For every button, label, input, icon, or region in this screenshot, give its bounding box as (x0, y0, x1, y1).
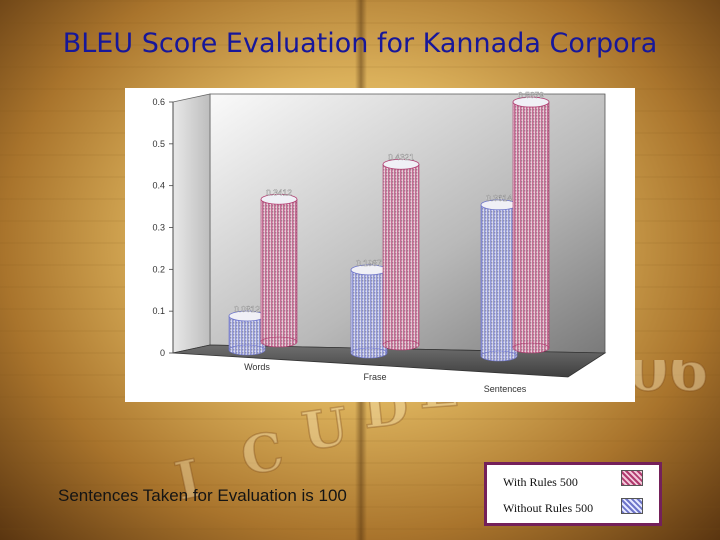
slide-title: BLEU Score Evaluation for Kannada Corpor… (62, 28, 658, 59)
bar-chart-svg: 0 0.1 0.2 0.3 0.4 0.5 0.6 0.0812 0.3412 0.1987 0.4… (152, 90, 607, 394)
chart-legend: With Rules 500 Without Rules 500 (484, 462, 662, 526)
bar-value-label: 0.3614 (486, 193, 512, 203)
watermark-letter: U (298, 396, 351, 463)
y-tick-label: 0.4 (152, 181, 165, 191)
legend-label-without-rules: Without Rules 500 (503, 501, 594, 515)
watermark-letter: C (237, 421, 288, 488)
legend-label-with-rules: With Rules 500 (503, 475, 578, 489)
bar-value-label: 0.4321 (388, 152, 414, 162)
bar-base (260, 336, 298, 348)
bar-value-label: 0.0812 (234, 304, 260, 314)
y-tick-label: 0.3 (152, 223, 165, 233)
bar-value-label: 0.3412 (266, 187, 292, 197)
bar-frase-with-rules (382, 158, 420, 351)
y-tick-label: 0.6 (152, 97, 165, 107)
bar-body (382, 163, 420, 346)
x-tick-label-sentences: Sentences (484, 384, 527, 394)
evaluation-caption: Sentences Taken for Evaluation is 100 (58, 486, 347, 505)
bar-base (480, 350, 518, 362)
chart-side-wall (172, 93, 211, 354)
bar-body (228, 315, 266, 351)
bar-body (480, 204, 518, 357)
bar-base (382, 339, 420, 351)
bar-top (512, 96, 550, 108)
y-tick-label: 0.5 (152, 139, 165, 149)
watermark-year: 06 (628, 360, 709, 404)
bar-top (382, 158, 420, 170)
bar-base (228, 344, 266, 356)
bar-body (512, 101, 550, 349)
bar-frase-without-rules (350, 264, 388, 359)
bar-value-label: 0.5879 (518, 90, 544, 100)
y-tick-label: 0.2 (152, 264, 165, 274)
bar-value-label: 0.1987 (356, 258, 382, 268)
bar-body (260, 198, 298, 343)
legend-swatch-without-rules (621, 498, 643, 514)
bar-sentences-without-rules (480, 199, 518, 362)
bar-words-with-rules (260, 193, 298, 348)
bar-words-without-rules (228, 310, 266, 356)
bar-base (350, 347, 388, 359)
y-tick-label: 0.1 (152, 306, 165, 316)
bar-top (260, 193, 298, 205)
bar-base (512, 342, 550, 354)
legend-swatch-with-rules (621, 470, 643, 486)
bar-body (350, 269, 388, 354)
x-tick-label-frase: Frase (363, 372, 386, 382)
bar-chart: 0 0.1 0.2 0.3 0.4 0.5 0.6 0.0812 0.3412 0.1987 0.4… (125, 88, 635, 402)
y-tick-label: 0 (160, 348, 165, 358)
bar-sentences-with-rules (512, 96, 550, 354)
x-tick-label-words: Words (244, 362, 270, 372)
